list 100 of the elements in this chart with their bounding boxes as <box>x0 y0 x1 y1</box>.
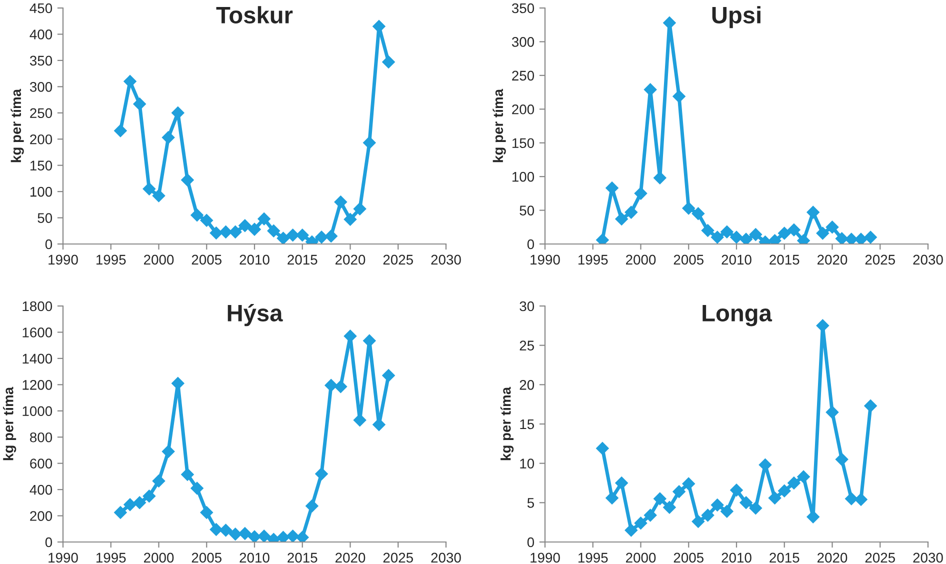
point <box>228 528 242 541</box>
point <box>372 20 386 33</box>
point <box>653 172 666 184</box>
point <box>382 56 395 68</box>
y-tick-label: 100 <box>30 186 52 197</box>
point <box>788 223 800 236</box>
point <box>596 234 609 244</box>
point <box>615 212 628 226</box>
point <box>749 502 762 515</box>
point <box>692 207 705 220</box>
y-tick-label: 0 <box>527 537 534 548</box>
y-tick-label: 150 <box>30 160 52 171</box>
point <box>142 182 156 196</box>
point <box>844 492 858 506</box>
chart-title: Toskur <box>216 6 293 24</box>
x-tick-label: 2030 <box>431 552 461 563</box>
point <box>362 334 376 348</box>
point <box>362 136 376 150</box>
point <box>133 98 146 110</box>
y-tick-label: 20 <box>520 380 534 390</box>
y-tick-label: 300 <box>512 37 534 47</box>
y-tick-label: 0 <box>527 239 534 250</box>
point <box>682 477 696 490</box>
x-tick-label: 2030 <box>913 254 943 265</box>
x-tick-label: 2010 <box>240 552 270 563</box>
y-tick-label: 0 <box>45 537 52 548</box>
point <box>334 380 348 394</box>
point <box>238 219 252 232</box>
x-tick-label: 2005 <box>192 254 222 265</box>
x-tick-label: 2000 <box>144 254 174 265</box>
point <box>701 224 714 237</box>
x-tick-label: 1990 <box>48 254 78 265</box>
x-tick-label: 1995 <box>578 254 608 265</box>
x-tick-label: 2000 <box>626 552 656 563</box>
point <box>740 496 752 510</box>
point <box>835 232 848 244</box>
point <box>162 131 175 144</box>
x-tick-label: 2010 <box>722 254 752 265</box>
point <box>190 208 204 222</box>
y-tick-label: 200 <box>30 134 52 144</box>
x-tick-label: 2005 <box>674 254 704 265</box>
point <box>353 202 366 216</box>
y-tick-label: 5 <box>527 498 534 508</box>
x-tick-label: 1990 <box>48 552 78 563</box>
x-tick-label: 2030 <box>913 552 943 563</box>
point <box>816 226 830 240</box>
point <box>181 468 194 481</box>
point <box>344 212 357 226</box>
y-tick-label: 150 <box>512 138 534 148</box>
point <box>228 226 242 238</box>
point <box>181 174 194 186</box>
point <box>835 452 848 466</box>
point <box>730 484 743 496</box>
point <box>749 228 762 241</box>
y-tick-label: 1800 <box>22 301 52 312</box>
x-tick-label: 2020 <box>336 254 366 265</box>
chart-title: Hýsa <box>228 304 283 326</box>
point <box>353 414 366 426</box>
x-tick-label: 2030 <box>431 254 461 265</box>
point <box>296 228 309 242</box>
point <box>844 232 858 244</box>
point <box>826 406 839 419</box>
y-tick-label: 30 <box>520 301 534 312</box>
x-tick-label: 1995 <box>578 552 608 563</box>
point <box>210 523 223 536</box>
y-tick-label: 350 <box>512 3 534 14</box>
y-tick-label: 400 <box>30 484 52 495</box>
y-tick-label: 350 <box>30 56 52 66</box>
point <box>644 83 657 96</box>
point <box>200 214 214 227</box>
point <box>324 378 338 392</box>
y-tick-label: 450 <box>30 3 52 14</box>
x-tick-label: 2015 <box>288 552 318 563</box>
point <box>258 530 270 542</box>
point <box>315 230 328 244</box>
x-tick-label: 2020 <box>818 254 848 265</box>
point <box>133 496 146 510</box>
x-tick-label: 1990 <box>530 552 560 563</box>
point <box>672 485 686 498</box>
x-tick-label: 2025 <box>865 552 895 563</box>
x-tick-label: 1995 <box>96 254 126 265</box>
point <box>372 418 386 432</box>
point <box>315 467 328 480</box>
x-tick-label: 2000 <box>626 254 656 265</box>
point <box>710 498 724 512</box>
y-tick-label: 250 <box>512 70 534 81</box>
x-tick-label: 2015 <box>770 254 800 265</box>
chart-title: Longa <box>702 305 772 326</box>
point <box>238 527 252 540</box>
point <box>624 524 638 537</box>
y-tick-label: 1200 <box>22 380 52 390</box>
y-tick-label: 1400 <box>22 354 52 364</box>
point <box>276 531 290 542</box>
point <box>634 187 648 200</box>
point <box>634 516 648 530</box>
point <box>200 506 214 519</box>
point <box>615 476 628 490</box>
point <box>296 531 309 542</box>
y-tick-label: 1600 <box>22 328 52 338</box>
point <box>672 90 686 103</box>
